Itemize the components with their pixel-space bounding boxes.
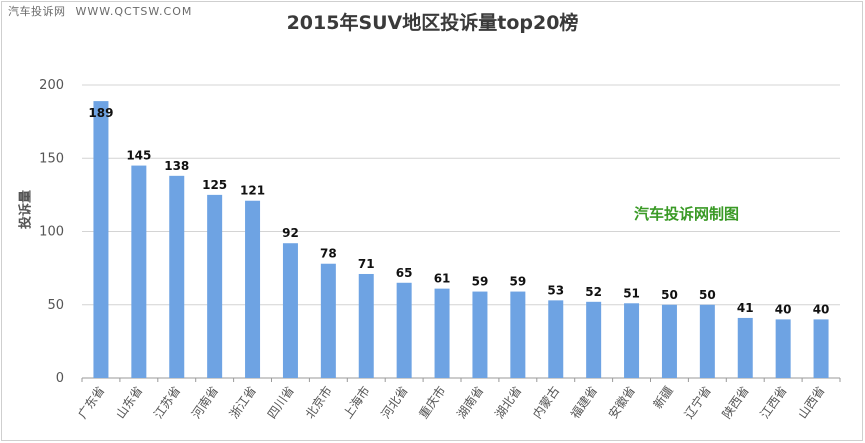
x-tick-label: 内蒙古 xyxy=(529,383,562,421)
bar-value-label: 53 xyxy=(547,283,564,297)
bar-value-label: 78 xyxy=(320,247,337,261)
x-tick-label: 辽宁省 xyxy=(681,383,714,421)
bar xyxy=(396,282,412,378)
bar-value-label: 125 xyxy=(202,178,227,192)
x-tick-label: 湖南省 xyxy=(453,383,486,421)
bar-value-label: 121 xyxy=(240,184,265,198)
bar xyxy=(813,319,829,378)
x-tick-label: 北京市 xyxy=(302,383,335,421)
bar-value-label: 50 xyxy=(699,288,716,302)
bar-value-label: 40 xyxy=(775,302,792,316)
bar-value-label: 52 xyxy=(585,285,602,299)
bar xyxy=(282,243,298,378)
x-tick-label: 山西省 xyxy=(795,384,827,422)
x-tick-label: 陕西省 xyxy=(719,383,752,421)
x-tick-label: 四川省 xyxy=(265,384,297,422)
bar-value-label: 138 xyxy=(164,159,189,173)
x-tick-label: 上海市 xyxy=(340,383,373,421)
bar-value-label: 145 xyxy=(126,149,151,163)
bar-value-label: 41 xyxy=(737,301,754,315)
y-tick-label: 200 xyxy=(39,78,64,93)
bar-value-label: 61 xyxy=(434,272,451,286)
x-tick-label: 湖北省 xyxy=(491,383,524,421)
chart-title: 2015年SUV地区投诉量top20榜 xyxy=(286,12,579,34)
bar-value-label: 71 xyxy=(358,257,375,271)
bar-value-label: 92 xyxy=(282,226,299,240)
bar xyxy=(775,319,791,378)
bar xyxy=(548,300,564,378)
bar-value-label: 50 xyxy=(661,288,678,302)
bar-value-label: 59 xyxy=(509,275,526,289)
x-tick-label: 广东省 xyxy=(75,384,107,422)
x-tick-label: 安徽省 xyxy=(605,383,638,421)
bar xyxy=(169,175,185,378)
y-tick-label: 100 xyxy=(39,225,64,240)
bar-value-label: 40 xyxy=(813,302,830,316)
bar xyxy=(624,303,640,378)
bar-value-label: 65 xyxy=(396,266,413,280)
bar xyxy=(472,291,488,378)
y-tick-label: 0 xyxy=(56,371,64,386)
bar xyxy=(661,304,677,378)
bar xyxy=(434,288,450,378)
bar xyxy=(510,291,526,378)
chart-annotation: 汽车投诉网制图 xyxy=(634,205,740,223)
x-tick-label: 重庆市 xyxy=(416,383,449,421)
watermark: 汽车投诉网 WWW.QCTSW.COM xyxy=(8,3,192,19)
bar xyxy=(320,263,336,378)
watermark-site: 汽车投诉网 xyxy=(8,5,66,18)
x-tick-label: 山东省 xyxy=(113,384,145,422)
bar xyxy=(245,200,261,378)
bar xyxy=(93,101,109,379)
x-tick-label: 江苏省 xyxy=(151,384,183,422)
x-tick-label: 河南省 xyxy=(188,383,221,421)
x-tick-label: 河北省 xyxy=(378,384,410,422)
bar xyxy=(737,317,753,378)
x-tick-label: 新疆 xyxy=(650,383,676,411)
x-tick-label: 福建省 xyxy=(567,383,600,421)
bar-value-label: 59 xyxy=(472,275,489,289)
bar xyxy=(699,304,715,378)
y-tick-label: 150 xyxy=(39,151,64,166)
bar xyxy=(207,194,223,378)
bar-value-label: 189 xyxy=(88,106,113,120)
y-tick-label: 50 xyxy=(47,298,64,313)
bar xyxy=(358,273,374,378)
bar xyxy=(586,301,602,378)
x-tick-label: 浙江省 xyxy=(227,384,259,422)
bar xyxy=(131,165,147,378)
bar-value-label: 51 xyxy=(623,286,640,300)
x-tick-label: 江西省 xyxy=(757,384,789,422)
watermark-url: WWW.QCTSW.COM xyxy=(75,5,193,18)
